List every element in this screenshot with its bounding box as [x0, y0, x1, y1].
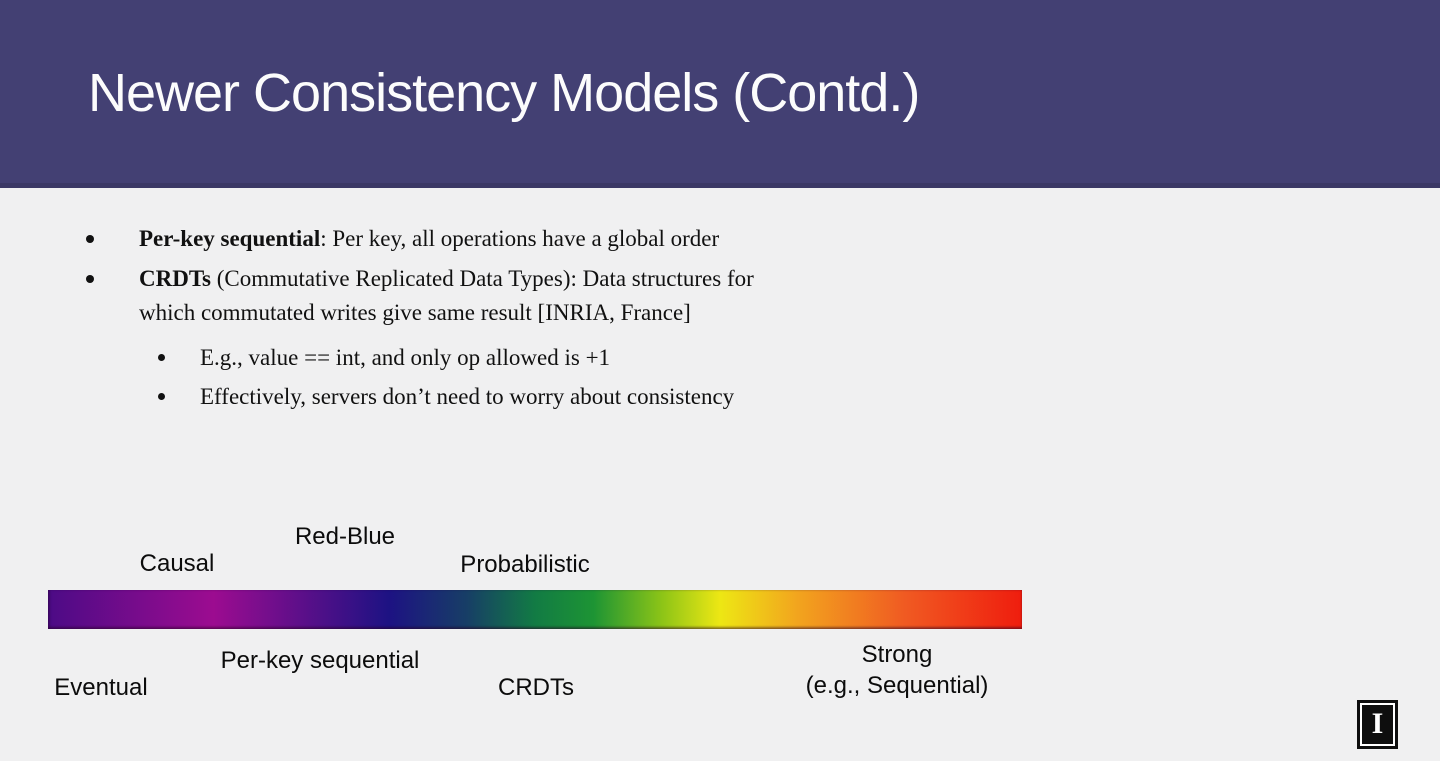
bullet-item-crdts: CRDTs (Commutative Replicated Data Types… — [84, 262, 804, 330]
bullet-rest: : Per key, all operations have a global … — [320, 226, 720, 251]
bullet-icon — [86, 275, 94, 283]
consistency-spectrum-diagram: Red-Blue Causal Probabilistic Per-key se… — [48, 520, 1022, 720]
spectrum-label-causal: Causal — [139, 550, 215, 577]
spectrum-label-red-blue: Red-Blue — [294, 523, 396, 550]
bullet-icon — [158, 354, 165, 361]
logo-frame: I — [1360, 703, 1395, 746]
spectrum-label-strong: Strong (e.g., Sequential) — [806, 639, 989, 701]
spectrum-label-probabilistic: Probabilistic — [460, 551, 590, 578]
sub-bullet-text: Effectively, servers don’t need to worry… — [200, 384, 735, 409]
bullet-list: Per-key sequential: Per key, all operati… — [84, 222, 804, 414]
spectrum-label-crdts: CRDTs — [498, 674, 574, 701]
bullet-text: CRDTs (Commutative Replicated Data Types… — [139, 262, 799, 330]
spectrum-bar — [48, 590, 1022, 629]
sub-bullet-text: E.g., value == int, and only op allowed … — [200, 345, 611, 370]
bullet-bold-term: CRDTs — [139, 266, 212, 291]
spectrum-label-eventual: Eventual — [54, 674, 148, 701]
spectrum-label-per-key-sequential: Per-key sequential — [220, 647, 420, 674]
bullet-text: Per-key sequential: Per key, all operati… — [139, 222, 799, 256]
bullet-item-per-key-sequential: Per-key sequential: Per key, all operati… — [84, 222, 804, 256]
university-logo: I — [1357, 700, 1398, 749]
sub-bullet-item-servers: Effectively, servers don’t need to worry… — [84, 380, 804, 414]
sub-bullet-item-example: E.g., value == int, and only op allowed … — [84, 341, 804, 375]
block-i-icon: I — [1371, 706, 1384, 740]
bullet-rest: (Commutative Replicated Data Types): Dat… — [139, 266, 754, 325]
slide-header: Newer Consistency Models (Contd.) — [0, 0, 1440, 188]
bullet-icon — [158, 393, 165, 400]
spectrum-label-strong-line2: (e.g., Sequential) — [805, 672, 989, 699]
bullet-bold-term: Per-key sequential — [139, 226, 321, 251]
page-title: Newer Consistency Models (Contd.) — [88, 63, 920, 123]
bullet-icon — [86, 235, 94, 243]
spectrum-label-strong-line1: Strong — [861, 641, 933, 668]
